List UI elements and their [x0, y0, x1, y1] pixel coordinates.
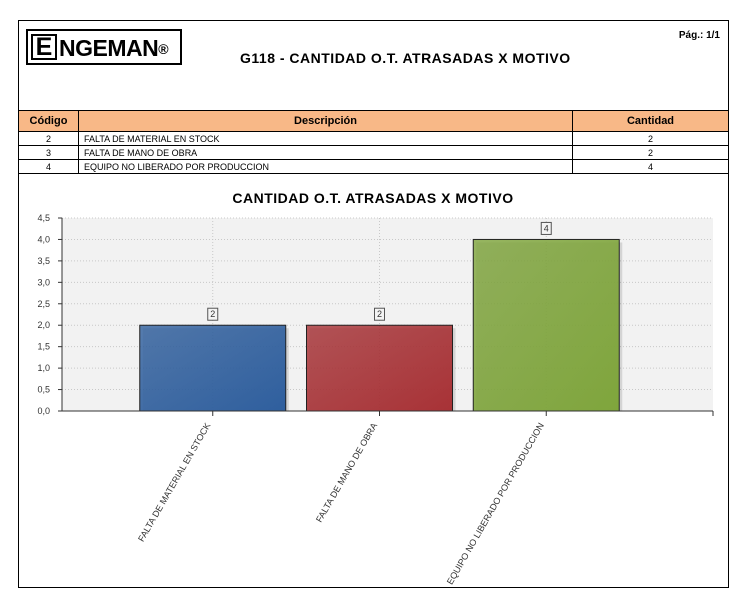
- y-tick-label: 1,0: [37, 363, 50, 373]
- table-row: 4 EQUIPO NO LIBERADO POR PRODUCCION 4: [18, 159, 729, 174]
- y-tick-label: 0,0: [37, 406, 50, 416]
- y-tick-label: 0,5: [37, 385, 50, 395]
- cell-cantidad: 4: [572, 159, 729, 174]
- value-label-box: [540, 221, 552, 235]
- value-label-box: [374, 307, 385, 321]
- y-tick-label: 4,0: [37, 234, 50, 244]
- y-tick-label: 3,5: [37, 256, 50, 266]
- y-tick-label: 2,0: [37, 320, 50, 330]
- x-tick-label: FALTA DE MATERIAL EN STOCK: [136, 421, 212, 543]
- y-tick-label: 3,0: [37, 277, 50, 287]
- table-row: 2 FALTA DE MATERIAL EN STOCK 2: [18, 131, 729, 146]
- engeman-logo: E NGEMAN®: [26, 29, 182, 65]
- logo-e-box: E: [31, 34, 57, 60]
- bar: [306, 324, 453, 412]
- table-header-row: Código Descripción Cantidad: [18, 110, 729, 132]
- report-title: G118 - CANTIDAD O.T. ATRASADAS X MOTIVO: [240, 50, 571, 66]
- x-tick-label: FALTA DE MANO DE OBRA: [314, 421, 379, 524]
- page-number: Pág.: 1/1: [678, 30, 720, 41]
- bar: [472, 238, 620, 412]
- data-table: Código Descripción Cantidad 2 FALTA DE M…: [18, 110, 729, 174]
- value-label: 2: [377, 309, 382, 319]
- y-tick-label: 4,5: [37, 213, 50, 223]
- col-header-descripcion: Descripción: [78, 110, 573, 132]
- x-tick-label: EQUIPO NO LIBERADO POR PRODUCCION: [445, 421, 546, 586]
- value-label-box: [207, 307, 219, 321]
- report-frame: [18, 20, 729, 588]
- value-label: 4: [544, 223, 549, 233]
- y-tick-label: 1,5: [37, 342, 50, 352]
- logo-text: NGEMAN®: [59, 35, 169, 61]
- chart-title: CANTIDAD O.T. ATRASADAS X MOTIVO: [232, 190, 513, 206]
- value-label: 2: [210, 309, 215, 319]
- bar: [139, 324, 287, 412]
- y-tick-label: 2,5: [37, 299, 50, 309]
